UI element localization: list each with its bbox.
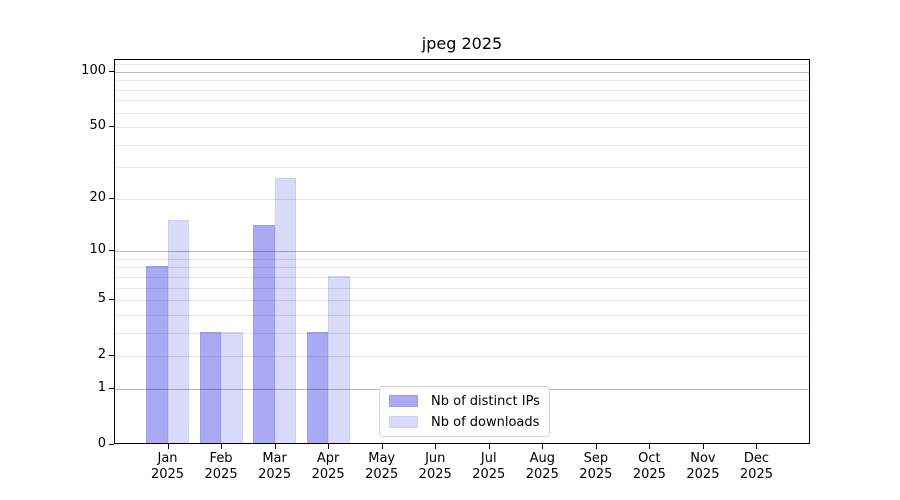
gridline-80	[115, 89, 809, 91]
x-tick-label-sep: Sep 2025	[579, 451, 613, 482]
x-tick-mark-oct	[649, 444, 651, 449]
y-tick-label-20: 20	[89, 189, 106, 205]
x-tick-label-apr: Apr 2025	[311, 451, 345, 482]
gridline-2	[115, 356, 809, 358]
x-tick-label-mar: Mar 2025	[258, 451, 292, 482]
x-tick-mark-aug	[542, 444, 544, 449]
legend-label-distinct-ips: Nb of distinct IPs	[431, 393, 540, 409]
x-tick-mark-jun	[435, 444, 437, 449]
gridline-30	[115, 167, 809, 169]
x-tick-mark-jul	[488, 444, 490, 449]
gridline-9	[115, 258, 809, 260]
bar-downloads-jan	[167, 219, 190, 443]
legend-item-distinct-ips: Nb of distinct IPs	[389, 392, 540, 410]
gridline-70	[115, 100, 809, 102]
x-tick-label-nov: Nov 2025	[686, 451, 720, 482]
legend-swatch-downloads	[389, 416, 418, 428]
x-tick-label-jun: Jun 2025	[418, 451, 452, 482]
legend-item-downloads: Nb of downloads	[389, 413, 540, 431]
x-tick-label-aug: Aug 2025	[525, 451, 559, 482]
gridline-7	[115, 276, 809, 278]
x-tick-label-may: May 2025	[365, 451, 399, 482]
gridline-6	[115, 287, 809, 289]
bar-downloads-apr	[328, 275, 350, 443]
x-tick-mark-dec	[756, 444, 758, 449]
gridline-90	[115, 80, 809, 82]
y-tick-label-2: 2	[97, 347, 106, 363]
y-tick-label-0: 0	[97, 436, 106, 451]
bar-downloads-mar	[274, 177, 297, 443]
bar-downloads-feb	[221, 331, 243, 443]
y-tick-mark-10	[109, 250, 114, 252]
y-tick-mark-5	[109, 299, 114, 301]
gridline-5	[115, 300, 809, 302]
x-tick-label-dec: Dec 2025	[739, 451, 773, 482]
x-tick-label-jul: Jul 2025	[472, 451, 506, 482]
x-tick-mark-mar	[274, 444, 276, 449]
y-tick-mark-20	[109, 197, 114, 199]
y-tick-mark-0	[109, 444, 114, 445]
gridline-8	[115, 267, 809, 269]
bar-distinct-ips-jan	[146, 266, 168, 443]
gridline-60	[115, 112, 809, 114]
x-tick-mark-jan	[167, 444, 169, 449]
legend: Nb of distinct IPs Nb of downloads	[379, 386, 550, 437]
gridline-10	[115, 251, 809, 253]
x-tick-mark-feb	[221, 444, 223, 449]
gridline-50	[115, 127, 809, 129]
x-tick-label-feb: Feb 2025	[204, 451, 238, 482]
x-tick-label-jan: Jan 2025	[150, 451, 185, 482]
legend-swatch-distinct-ips	[389, 395, 418, 407]
bar-distinct-ips-mar	[253, 225, 275, 443]
chart-title: jpeg 2025	[421, 34, 503, 53]
bar-distinct-ips-feb	[199, 331, 222, 443]
y-tick-label-1: 1	[97, 379, 106, 395]
y-tick-mark-100	[109, 71, 114, 72]
gridline-110	[115, 64, 809, 66]
y-tick-mark-2	[109, 355, 114, 357]
bar-distinct-ips-apr	[306, 331, 329, 443]
x-tick-mark-apr	[328, 444, 330, 449]
gridline-40	[115, 144, 809, 146]
gridline-20	[115, 198, 809, 200]
y-tick-mark-50	[109, 126, 114, 128]
y-tick-label-5: 5	[97, 291, 106, 307]
x-tick-mark-nov	[702, 444, 704, 449]
x-tick-label-oct: Oct 2025	[632, 451, 666, 482]
y-tick-label-50: 50	[89, 118, 106, 134]
gridline-3	[115, 332, 809, 334]
y-tick-mark-1	[109, 387, 114, 389]
y-tick-label-10: 10	[89, 242, 106, 258]
y-tick-label-100: 100	[81, 63, 106, 78]
x-tick-mark-may	[381, 444, 383, 449]
gridline-100	[115, 72, 809, 73]
x-tick-mark-sep	[595, 444, 597, 449]
legend-label-downloads: Nb of downloads	[431, 414, 540, 430]
plot-area	[114, 59, 810, 444]
gridline-4	[115, 314, 809, 316]
